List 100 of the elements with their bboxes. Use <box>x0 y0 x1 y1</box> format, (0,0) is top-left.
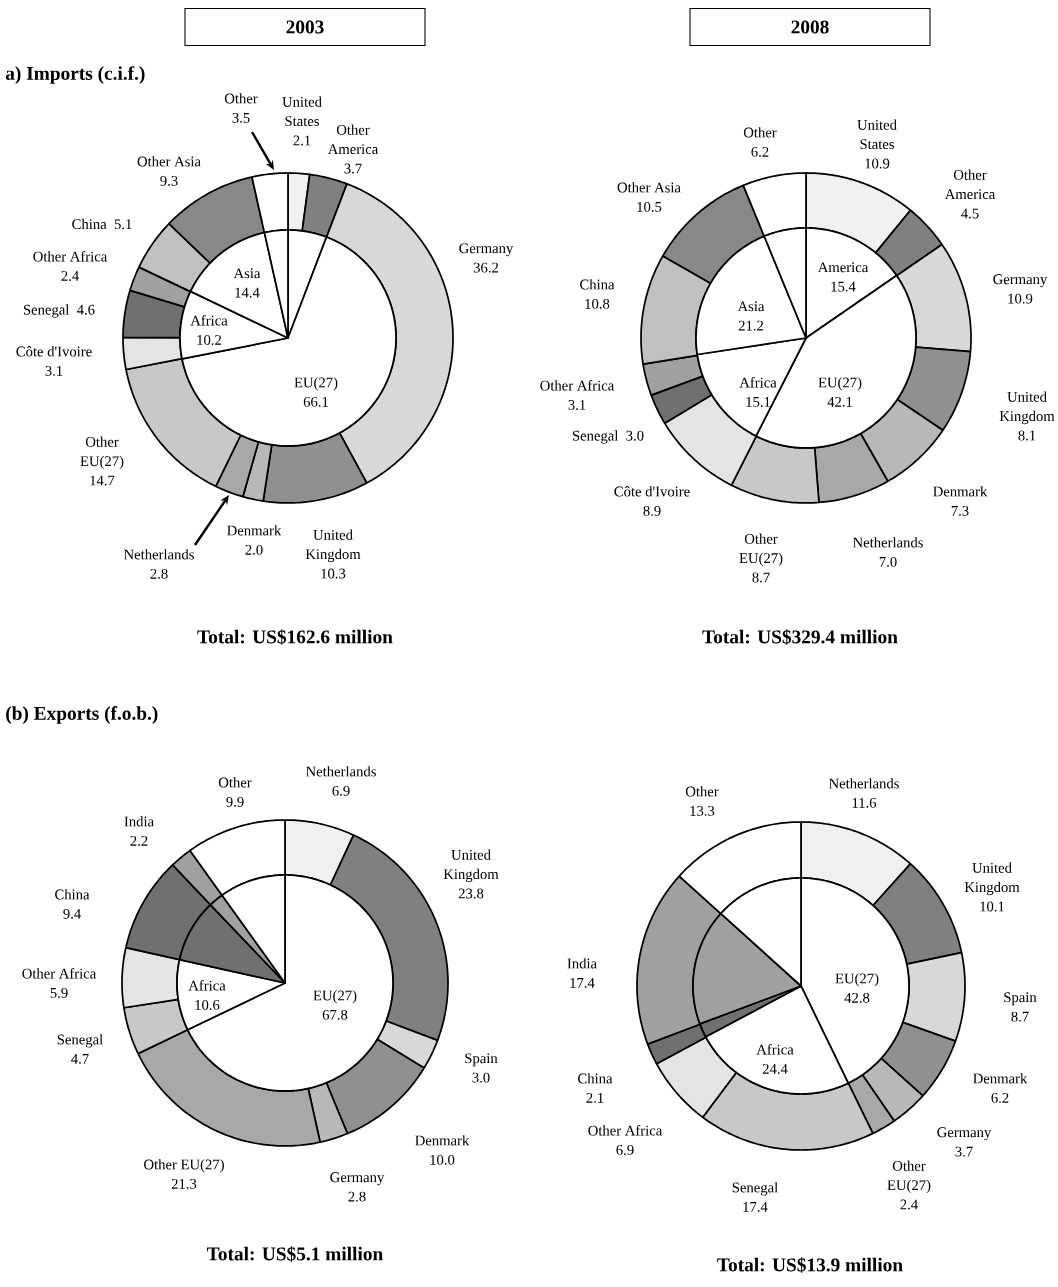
data-label: 7.0 <box>879 556 897 567</box>
data-label: 10.2 <box>197 334 222 345</box>
slice-label: India <box>124 816 154 827</box>
data-label: 7.3 <box>951 505 969 516</box>
text: Total: US$5.1 million <box>207 1246 383 1262</box>
data-label: 2.1 <box>293 135 311 146</box>
data-label: 8.7 <box>1011 1011 1029 1022</box>
slice-label: Africa <box>190 315 228 326</box>
slice-label: EU(27) <box>818 377 862 391</box>
slice-label: China <box>72 218 107 230</box>
slice-label: Spain <box>465 1053 498 1067</box>
slice-label: China <box>578 1073 613 1084</box>
slice-label: Africa <box>756 1044 794 1055</box>
data-label: 5.1 <box>114 219 132 230</box>
slice-label: India <box>567 958 597 969</box>
slice-label: Senegal <box>732 1182 778 1196</box>
slice-label: Denmark <box>933 486 988 497</box>
slice-label: China <box>580 279 615 290</box>
slice-label: United Kingdom <box>964 862 1020 896</box>
slice-label: Other America <box>327 124 379 155</box>
data-label: 10.9 <box>1008 293 1033 304</box>
text: Total: US$329.4 million <box>702 629 898 645</box>
data-label: 9.9 <box>226 796 244 807</box>
data-label: 10.5 <box>637 201 662 212</box>
data-label: 3.0 <box>472 1072 490 1083</box>
slice-label: Côte d'Ivoire <box>614 486 690 497</box>
data-label: 4.6 <box>77 304 95 315</box>
data-label: 11.6 <box>852 797 877 808</box>
data-label: 3.7 <box>955 1146 973 1157</box>
data-label: 42.1 <box>827 396 852 407</box>
data-label: 2.1 <box>586 1092 604 1103</box>
data-label: 10.0 <box>430 1154 455 1165</box>
data-label: 9.3 <box>160 175 178 186</box>
data-label: 6.2 <box>991 1092 1009 1103</box>
data-label: 6.9 <box>332 785 350 796</box>
slice-label: Netherlands <box>123 549 194 560</box>
data-label: 24.4 <box>762 1064 788 1074</box>
chart-title: (b) Exports (f.o.b.) <box>6 706 158 724</box>
slice-label: Other Africa <box>540 380 615 391</box>
slice-label: Other EU(27) <box>739 533 783 567</box>
slice-label: Other Asia <box>137 156 201 167</box>
text: Total: US$13.9 million <box>717 1257 903 1273</box>
slice-label: Other Asia <box>617 182 681 193</box>
slice-label: Asia <box>737 301 765 312</box>
data-label: 2.2 <box>130 835 148 846</box>
slice-label: Other <box>224 93 258 104</box>
data-label: 10.1 <box>980 901 1004 912</box>
data-label: 36.2 <box>473 262 499 273</box>
slice-label: Other Africa <box>588 1125 663 1136</box>
slice-label: Senegal <box>57 1034 103 1048</box>
data-label: 6.9 <box>616 1145 634 1155</box>
data-label: 13.3 <box>690 805 715 816</box>
slice-label: Germany <box>993 274 1048 288</box>
data-label: 17.4 <box>743 1201 768 1212</box>
data-label: 3.1 <box>45 365 63 376</box>
chart-title: 2003 <box>286 20 324 34</box>
data-label: 3.5 <box>232 112 250 123</box>
slice-label: Other EU(27) <box>887 1160 931 1194</box>
chart-title: 2008 <box>791 20 829 34</box>
data-label: 4.7 <box>71 1054 89 1064</box>
slice-label: Other <box>743 127 777 138</box>
data-label: 15.1 <box>746 397 770 407</box>
data-label: 10.6 <box>195 999 220 1010</box>
data-label: 3.0 <box>626 430 644 441</box>
slice-label: Other EU(27) <box>144 1159 224 1173</box>
slice-label: United Kingdom <box>305 529 361 563</box>
data-label: 3.1 <box>568 400 586 410</box>
slice-label: Other Africa <box>33 251 108 262</box>
slice-label: Senegal <box>23 304 70 318</box>
data-label: 10.8 <box>585 298 610 309</box>
slice-label: Other EU(27) <box>80 436 124 470</box>
slice-label: Germany <box>459 243 514 257</box>
data-label: 21.2 <box>738 320 764 331</box>
slice-label: United States <box>857 119 897 150</box>
data-label: 8.9 <box>643 505 661 516</box>
data-label: 6.2 <box>751 146 769 157</box>
data-label: 5.9 <box>50 988 68 998</box>
data-label: 15.4 <box>831 281 856 292</box>
data-label: 9.4 <box>63 908 81 919</box>
data-label: 14.4 <box>235 287 260 298</box>
data-label: 4.5 <box>961 208 979 219</box>
data-label: 67.8 <box>322 1009 348 1020</box>
slice-label: Denmark <box>415 1135 470 1146</box>
data-label: 17.4 <box>570 977 595 988</box>
slice-label: China <box>55 889 90 900</box>
slice-label: United Kingdom <box>443 849 499 883</box>
slice-label: Africa <box>188 980 226 991</box>
slice-label: Denmark <box>227 525 282 536</box>
slice-label: Côte d'Ivoire <box>16 346 92 357</box>
data-label: 2.8 <box>150 568 168 579</box>
slice-label: EU(27) <box>294 377 338 391</box>
slice-label: EU(27) <box>313 990 357 1004</box>
slice-label: Germany <box>330 1172 385 1186</box>
slice-label: Netherlands <box>305 766 376 777</box>
data-label: 8.7 <box>752 572 770 583</box>
data-label: 3.7 <box>344 163 362 174</box>
data-label: 14.7 <box>90 475 115 486</box>
data-label: 10.3 <box>321 568 346 579</box>
data-label: 2.8 <box>348 1191 366 1202</box>
data-label: 23.8 <box>458 888 484 899</box>
